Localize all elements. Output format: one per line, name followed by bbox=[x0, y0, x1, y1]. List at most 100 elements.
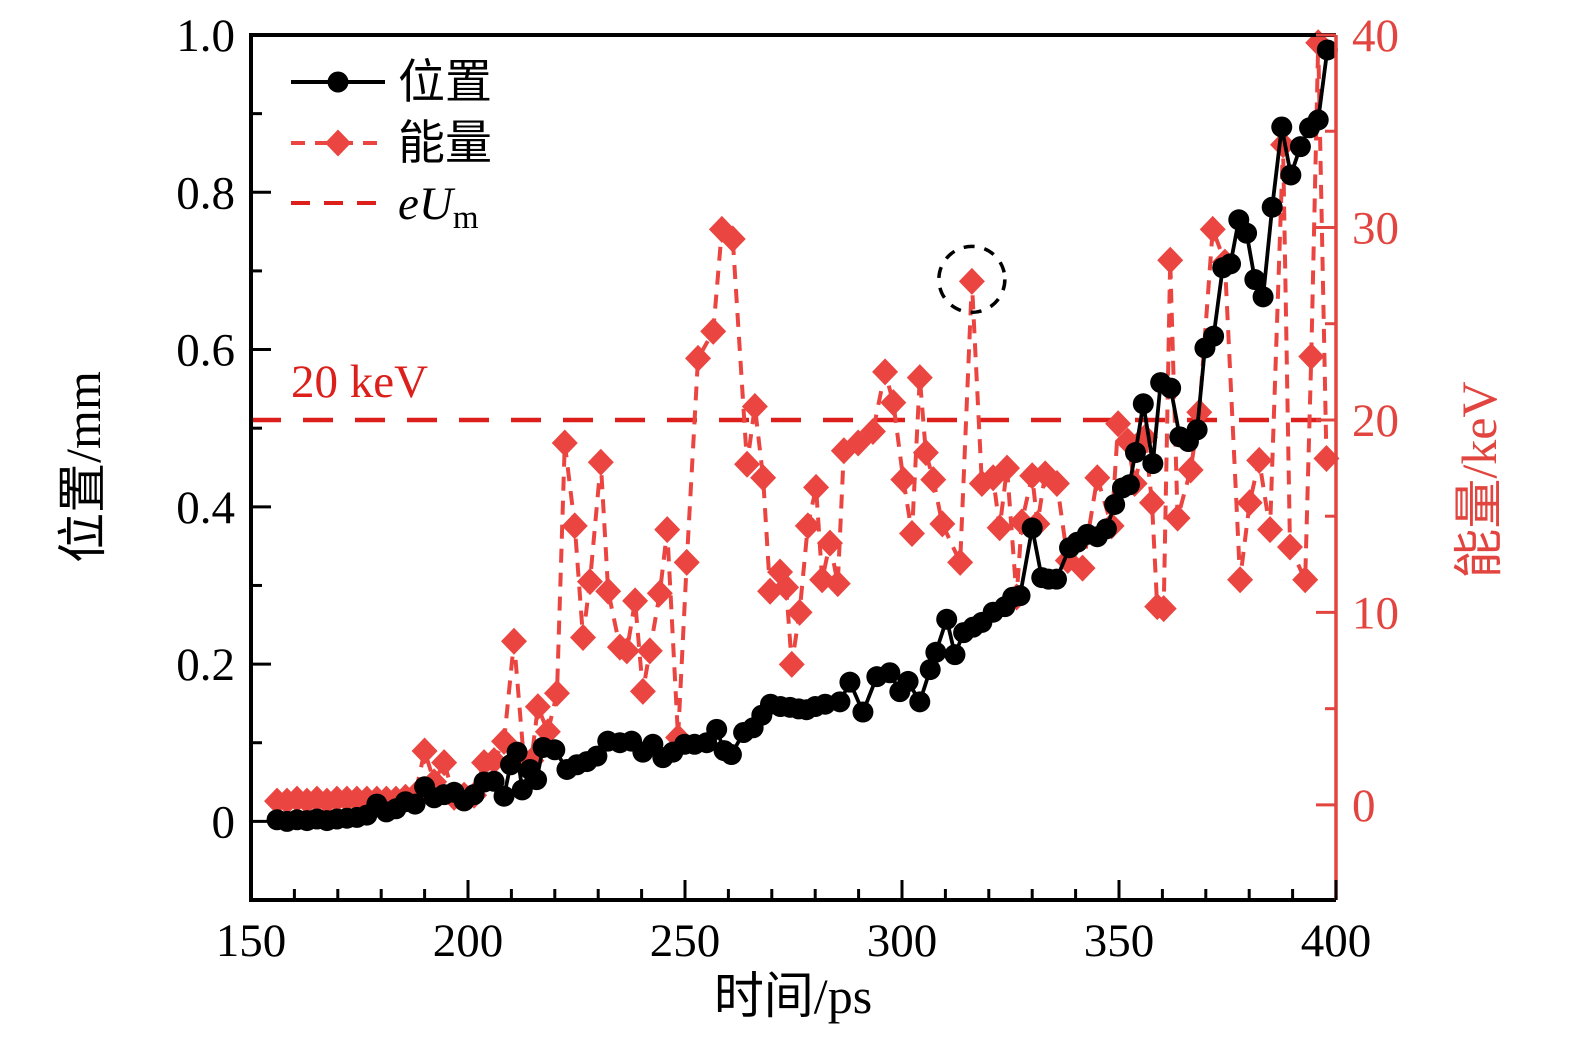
energy-marker bbox=[1177, 456, 1204, 484]
position-marker bbox=[909, 691, 931, 713]
energy-marker bbox=[501, 627, 528, 655]
position-marker bbox=[936, 608, 958, 630]
energy-marker bbox=[1227, 566, 1254, 594]
dashed-circle bbox=[937, 244, 1007, 315]
energy-marker bbox=[654, 516, 681, 544]
energy-marker bbox=[1246, 446, 1273, 474]
position-marker bbox=[1160, 377, 1182, 399]
energy-marker bbox=[1150, 595, 1177, 623]
energy-marker bbox=[906, 364, 933, 392]
position-marker bbox=[506, 741, 528, 763]
energy-marker bbox=[1298, 342, 1325, 370]
legend-eum-label: eUm bbox=[398, 178, 479, 236]
y-right-tick-label: 20 bbox=[1352, 395, 1399, 447]
energy-marker bbox=[859, 418, 886, 446]
y-right-tick-label: 40 bbox=[1352, 10, 1399, 62]
position-marker bbox=[1142, 453, 1164, 475]
y-left-tick-label: 0.8 bbox=[176, 167, 235, 219]
energy-marker bbox=[673, 548, 700, 576]
x-tick-label: 350 bbox=[1084, 915, 1155, 967]
energy-marker bbox=[524, 693, 551, 721]
energy-marker bbox=[816, 529, 843, 557]
position-marker bbox=[1095, 518, 1117, 540]
y-right-tick-label: 0 bbox=[1352, 780, 1376, 832]
energy-marker bbox=[431, 749, 458, 777]
position-marker bbox=[1046, 568, 1068, 590]
energy-marker bbox=[1257, 516, 1284, 544]
x-axis-label: 时间/ps bbox=[714, 968, 872, 1024]
energy-marker bbox=[994, 454, 1021, 482]
position-marker bbox=[1220, 253, 1242, 275]
y-right-tick-label: 10 bbox=[1352, 587, 1399, 639]
position-marker bbox=[526, 769, 548, 791]
energy-marker bbox=[734, 450, 761, 478]
energy-marker bbox=[613, 637, 640, 665]
energy-marker bbox=[1199, 215, 1226, 243]
energy-marker bbox=[576, 568, 603, 596]
energy-marker bbox=[958, 267, 985, 295]
energy-marker bbox=[587, 448, 614, 476]
annotation-dashed-circle bbox=[937, 244, 1007, 315]
axes bbox=[249, 33, 1338, 902]
position-marker bbox=[839, 671, 861, 693]
energy-marker bbox=[685, 344, 712, 372]
position-marker bbox=[1118, 474, 1140, 496]
position-marker bbox=[1261, 196, 1283, 218]
position-marker bbox=[1186, 419, 1208, 441]
eum-threshold-label: 20 keV bbox=[291, 356, 428, 408]
position-marker bbox=[879, 662, 901, 684]
position-marker bbox=[586, 745, 608, 767]
energy-marker bbox=[986, 514, 1013, 542]
energy-marker bbox=[595, 577, 622, 605]
energy-marker bbox=[750, 464, 777, 492]
x-tick-label: 400 bbox=[1301, 915, 1372, 967]
energy-marker bbox=[1008, 508, 1035, 536]
energy-marker bbox=[700, 317, 727, 345]
position-marker bbox=[1009, 585, 1031, 607]
position-marker bbox=[483, 770, 505, 792]
energy-marker bbox=[561, 512, 588, 540]
position-marker bbox=[829, 691, 851, 713]
position-marker bbox=[919, 659, 941, 681]
energy-marker bbox=[872, 358, 899, 386]
y-left-tick-label: 0.4 bbox=[176, 482, 235, 534]
y-axis-label-left: 位置/mm bbox=[55, 371, 111, 563]
legend-energy-marker bbox=[325, 129, 351, 157]
position-marker bbox=[1289, 136, 1311, 158]
energy-marker bbox=[646, 579, 673, 607]
x-tick-label: 150 bbox=[216, 915, 287, 967]
energy-marker bbox=[786, 598, 813, 626]
position-marker bbox=[1244, 269, 1266, 291]
position-marker bbox=[925, 641, 947, 663]
energy-marker bbox=[622, 587, 649, 615]
energy-marker bbox=[803, 473, 830, 501]
y-left-tick-label: 0.6 bbox=[176, 325, 235, 377]
energy-marker bbox=[1138, 489, 1165, 517]
energy-marker bbox=[1043, 469, 1070, 497]
y-left-tick-label: 0.2 bbox=[176, 639, 235, 691]
energy-marker bbox=[1084, 464, 1111, 492]
energy-marker bbox=[1164, 504, 1191, 532]
position-marker bbox=[1021, 517, 1043, 539]
energy-marker bbox=[929, 510, 956, 538]
position-marker bbox=[1132, 393, 1154, 415]
legend-position-label: 位置 bbox=[398, 57, 492, 109]
energy-marker bbox=[794, 512, 821, 540]
energy-marker bbox=[411, 737, 438, 765]
x-tick-label: 250 bbox=[650, 915, 721, 967]
position-marker bbox=[1271, 116, 1293, 138]
energy-marker bbox=[947, 548, 974, 576]
energy-marker bbox=[636, 637, 663, 665]
energy-marker bbox=[551, 429, 578, 457]
y-left-tick-label: 0 bbox=[212, 796, 236, 848]
energy-marker bbox=[741, 392, 768, 420]
energy-marker bbox=[719, 225, 746, 253]
position-marker bbox=[1252, 286, 1274, 308]
energy-marker bbox=[773, 573, 800, 601]
x-tick-label: 200 bbox=[433, 915, 504, 967]
energy-marker bbox=[1157, 246, 1184, 274]
position-marker bbox=[544, 739, 566, 761]
energy-marker bbox=[898, 520, 925, 548]
